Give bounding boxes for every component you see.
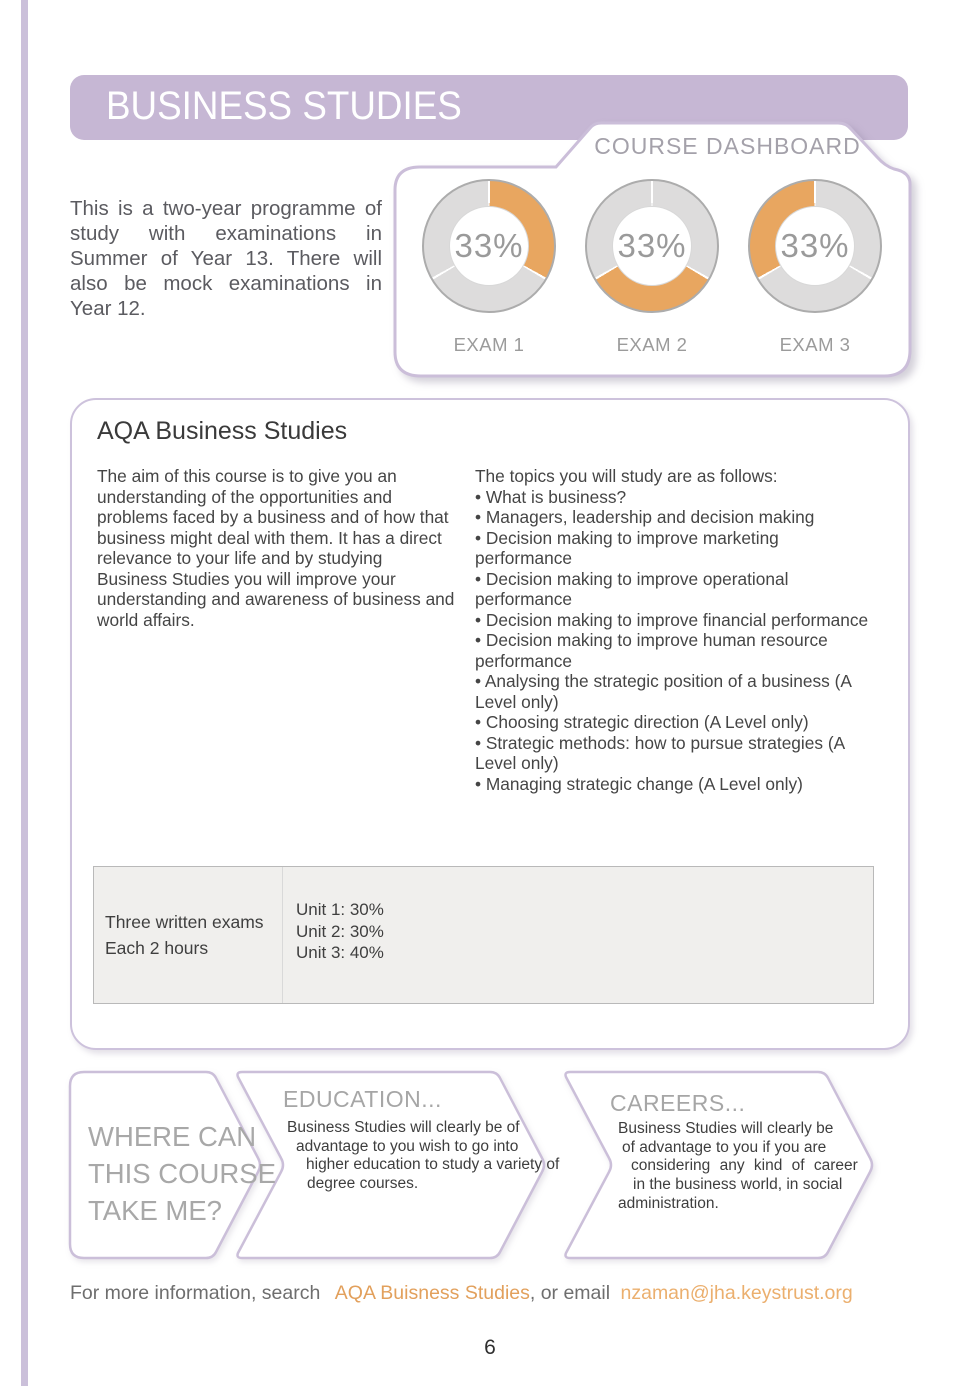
education-line: degree courses. [307, 1175, 419, 1193]
topic-item: • Decision making to improve marketing p… [475, 527, 779, 569]
topic-item: • Analysing the strategic position of a … [475, 671, 851, 712]
assessment-exams-cell: Three written exams Each 2 hours [94, 867, 283, 1003]
footer-search-term: AQA Buisness Studies [334, 1282, 530, 1304]
topic-item: • Decision making to improve financial p… [475, 609, 869, 630]
topic-item: • Managers, leadership and decision maki… [475, 507, 815, 527]
footer-info-line: For more information, search AQA Buisnes… [70, 1282, 853, 1305]
exam-2-donut-chart: 33% [585, 179, 719, 313]
assessment-unit-line: Unit 2: 30% [296, 921, 384, 941]
exam-2-percent: 33% [617, 227, 687, 264]
exam-3-donut-chart: 33% [748, 179, 882, 313]
assessment-unit-line: Unit 1: 30% [296, 900, 384, 919]
education-line: Business Studies will clearly be of [287, 1119, 520, 1136]
page-title: BUSINESS STUDIES [106, 84, 462, 128]
education-line: advantage to you wish to go into [296, 1137, 519, 1155]
assessment-exams-line: Three written exams [105, 912, 264, 932]
topics-column: The topics you will study are as follows… [475, 466, 869, 794]
assessment-table: Three written exams Each 2 hours Unit 1:… [93, 866, 874, 1004]
topic-item: • Managing strategic change (A Level onl… [475, 773, 803, 794]
education-heading: EDUCATION... [283, 1086, 442, 1112]
question-line: WHERE CAN [88, 1121, 257, 1152]
careers-paragraph: Business Studies will clearly be of adva… [618, 1120, 858, 1214]
where-can-question: WHERE CAN THIS COURSE TAKE ME? [88, 1118, 276, 1229]
course-aim-paragraph: The aim of this course is to give you an… [97, 466, 455, 630]
question-line: THIS COURSE [88, 1158, 276, 1189]
topic-item: • What is business? [475, 486, 627, 507]
donut-hole: 33% [775, 206, 855, 286]
donut-hole: 33% [612, 206, 692, 286]
topic-item: • Choosing strategic direction (A Level … [475, 712, 809, 732]
dashboard-title: COURSE DASHBOARD [594, 133, 861, 159]
page-edge-bar [21, 0, 28, 1386]
footer-prefix: For more information, search [70, 1282, 321, 1304]
exam-1-donut-chart: 33% [422, 179, 556, 313]
education-line: higher education to study a variety of [306, 1156, 560, 1174]
careers-line: in the business world, in social [633, 1176, 843, 1194]
careers-heading: CAREERS... [610, 1090, 746, 1116]
assessment-units-cell: Unit 1: 30% Unit 2: 30% Unit 3: 40% [283, 867, 873, 1003]
assessment-unit-line: Unit 3: 40% [296, 943, 384, 962]
page-number: 6 [484, 1336, 496, 1359]
exam-3-label: EXAM 3 [779, 334, 851, 355]
exam-3-percent: 33% [780, 227, 850, 264]
intro-paragraph: This is a two-year programme of study wi… [70, 197, 382, 320]
careers-line: administration. [618, 1194, 719, 1212]
education-paragraph: Business Studies will clearly be of adva… [287, 1119, 559, 1194]
email-link[interactable]: nzaman@jha.keystrust.org [620, 1282, 853, 1304]
exam-1-percent: 33% [454, 227, 524, 264]
footer-connector: , or email [529, 1282, 611, 1304]
assessment-exams-line: Each 2 hours [105, 938, 209, 958]
topics-intro: The topics you will study are as follows… [475, 466, 778, 486]
donut-hole: 33% [449, 206, 529, 286]
careers-line: of advantage to you if you are [622, 1138, 827, 1156]
exam-1-label: EXAM 1 [453, 334, 525, 355]
exam-2-label: EXAM 2 [616, 334, 688, 355]
page-header: BUSINESS STUDIES [70, 75, 908, 140]
careers-line: Business Studies will clearly be [618, 1120, 834, 1137]
careers-line: considering any kind of career [631, 1157, 858, 1175]
topic-item: • Decision making to improve human resou… [475, 630, 828, 671]
topic-item: • Decision making to improve operational… [475, 568, 789, 610]
question-line: TAKE ME? [88, 1195, 222, 1226]
topic-item: • Strategic methods: how to pursue strat… [475, 732, 845, 774]
course-heading: AQA Business Studies [97, 417, 348, 445]
